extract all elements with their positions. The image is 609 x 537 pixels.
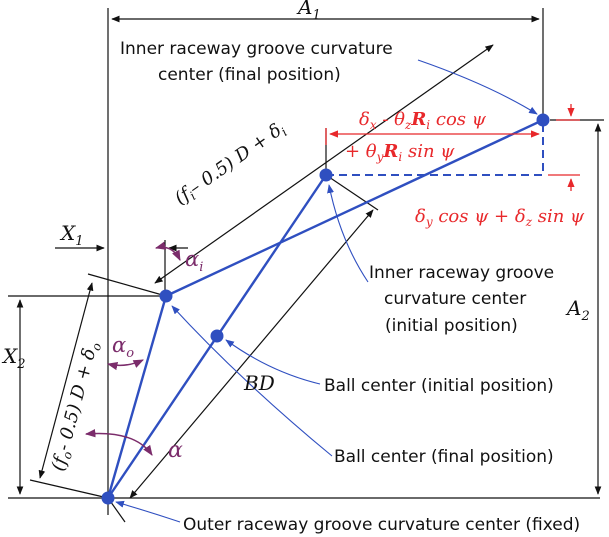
bd-label: BD xyxy=(243,371,275,395)
delta-x-formula-line2: + θyRi sin ψ xyxy=(345,141,455,164)
x1-label: X1 xyxy=(59,221,84,249)
ball-center-final-point xyxy=(159,289,173,303)
alpha-i-label: αi xyxy=(185,247,203,275)
points xyxy=(101,113,550,505)
leader-outer-fixed xyxy=(115,500,181,523)
inner-raceway-center-initial-point xyxy=(319,168,333,182)
delta-x-formula-line1: δx - θzRi cos ψ xyxy=(359,109,487,132)
outer-to-inner-final xyxy=(106,295,168,499)
label-outer-fixed: Outer raceway groove curvature center (f… xyxy=(183,515,580,535)
label-ball-initial: Ball center (initial position) xyxy=(324,376,554,396)
leader-inner-final xyxy=(417,59,538,115)
red-offset-dimensions xyxy=(325,104,580,191)
inner-raceway-center-final-point xyxy=(536,113,550,127)
angle-arcs xyxy=(84,241,181,456)
outer-raceway-center-point xyxy=(101,491,115,505)
leader-inner-initial xyxy=(327,184,369,283)
ball-center-initial-point xyxy=(210,329,224,343)
inner-final-to-inner-moved xyxy=(165,118,544,298)
a2-label: A2 xyxy=(565,296,590,324)
fo-offset-formula: (fo- 0.5) D + δo xyxy=(48,339,105,474)
leader-ball-initial xyxy=(225,339,321,385)
alpha-i-arc xyxy=(154,241,181,261)
leader-ball-final xyxy=(171,305,333,457)
bd-dimension xyxy=(129,209,374,499)
alpha-arc xyxy=(84,429,153,456)
x2-label: X2 xyxy=(1,344,26,372)
alpha-label: α xyxy=(168,438,183,463)
fo-offset-dimension xyxy=(38,282,94,479)
a1-label: A1 xyxy=(296,0,321,23)
alpha-o-arc xyxy=(106,359,144,371)
label-ball-final: Ball center (final position) xyxy=(334,447,554,467)
label-inner-initial-line3: (initial position) xyxy=(385,316,518,336)
label-inner-final-line1: Inner raceway groove curvature xyxy=(120,39,393,59)
fi-offset-formula: (fi– 0.5) D + δi xyxy=(171,118,290,211)
alpha-i-reference xyxy=(87,273,167,297)
delta-y-formula: δy cos ψ + δz sin ψ xyxy=(415,206,585,229)
outer-offset-extension xyxy=(29,479,109,499)
label-inner-initial-line1: Inner raceway groove xyxy=(369,263,554,283)
dimension-lines xyxy=(16,15,602,499)
alpha-o-label: αo xyxy=(112,333,134,361)
label-inner-final-line2: center (final position) xyxy=(158,65,341,85)
label-inner-initial-line2: curvature center xyxy=(384,289,526,309)
leader-arrows xyxy=(115,59,538,523)
